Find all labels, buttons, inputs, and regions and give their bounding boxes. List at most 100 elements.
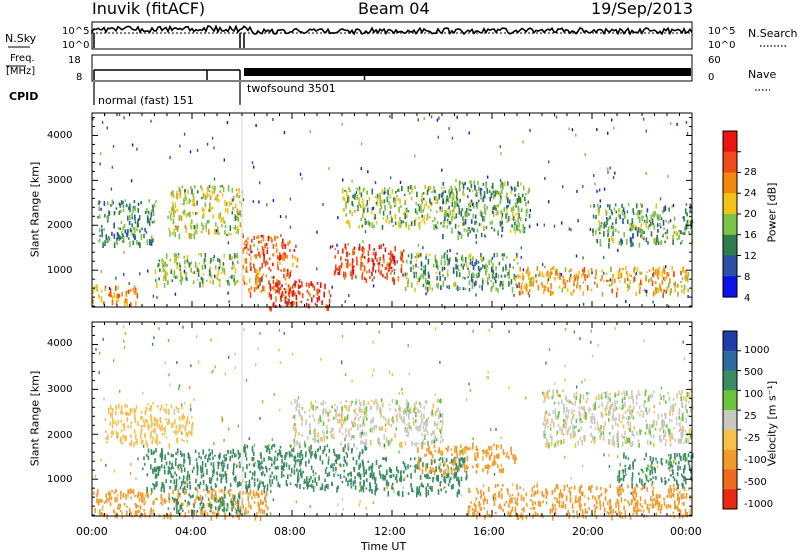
power-sparse-cell <box>169 156 171 159</box>
velocity-cell-r0 <box>196 490 199 494</box>
power-cell-r8 <box>516 284 518 289</box>
power-cell-r7 <box>384 187 386 194</box>
power-cell-r0 <box>124 298 127 304</box>
velocity-cell-r4 <box>264 445 267 448</box>
velocity-cell-r5 <box>359 406 361 412</box>
velocity-cell-r3 <box>219 497 222 504</box>
velocity-cell-r4 <box>324 478 326 483</box>
velocity-cell-r8 <box>608 499 611 503</box>
power-cell-r3 <box>190 225 192 230</box>
power-cell-r2 <box>230 257 233 261</box>
velocity-cell-r1 <box>123 422 126 429</box>
power-cell-r10 <box>550 268 552 273</box>
power-cell-r10 <box>657 276 659 280</box>
velocity-cell-r2 <box>225 479 228 484</box>
velocity-cell-r7 <box>454 448 456 454</box>
velocity-cell-r6 <box>371 475 374 480</box>
power-cell-r9 <box>525 201 527 207</box>
power-cell-r7 <box>446 220 449 224</box>
power-cell-r10 <box>584 278 587 281</box>
power-cell-r6 <box>383 258 385 264</box>
velocity-cell-r4 <box>299 461 301 467</box>
velocity-cell-r5 <box>350 435 353 441</box>
velocity-cell-r5 <box>310 401 312 406</box>
velocity-cell-r2 <box>152 468 154 475</box>
power-cell-r2 <box>176 275 178 279</box>
velocity-cell-r9 <box>660 396 662 400</box>
velocity-cell-r4 <box>299 484 301 489</box>
velocity-cell-r1 <box>142 419 145 423</box>
velocity-cell-r2 <box>194 487 197 491</box>
velocity-cell-r8 <box>667 503 670 508</box>
velocity-cell-r1 <box>109 404 112 410</box>
velocity-cell-r2 <box>158 466 161 472</box>
power-cell-r1 <box>103 201 106 206</box>
power-cell-r6 <box>358 245 361 251</box>
velocity-cell-r8 <box>675 505 677 510</box>
velocity-cell-r5 <box>387 440 390 446</box>
power-cell-r5 <box>287 298 289 302</box>
power-cell-r10 <box>558 285 561 289</box>
velocity-cell-r5 <box>344 437 346 441</box>
velocity-cell-r4 <box>310 465 313 470</box>
power-cell-r6 <box>402 249 405 253</box>
velocity-cell-r1 <box>125 435 128 441</box>
velocity-cell-r5 <box>362 399 365 405</box>
power-cell-r11 <box>624 214 626 219</box>
velocity-cell-r5 <box>299 443 301 449</box>
power-cell-r10 <box>517 274 519 279</box>
power-cell-r11 <box>659 226 662 229</box>
velocity-cell-r6 <box>434 459 436 464</box>
power-cell-r9 <box>497 210 499 216</box>
velocity-cell-r5 <box>365 411 368 417</box>
power-cell-r2 <box>175 253 178 260</box>
velocity-cell-r4 <box>303 479 306 482</box>
velocity-cell-r8 <box>639 496 642 500</box>
power-cell-r9 <box>483 206 486 209</box>
power-sparse-cell <box>607 131 609 135</box>
power-cell-r3 <box>178 187 181 192</box>
velocity-cell-r2 <box>204 455 206 460</box>
power-cell-r7 <box>349 209 351 214</box>
power-cell-r8 <box>502 280 504 283</box>
velocity-cell-r6 <box>391 485 393 490</box>
velocity-cell-r5 <box>354 416 357 420</box>
velocity-cell-r1 <box>140 428 143 432</box>
velocity-cell-r1 <box>152 436 154 440</box>
power-cell-r8 <box>436 276 438 281</box>
velocity-cell-r7 <box>502 451 505 456</box>
power-cell-r10 <box>662 292 664 298</box>
velocity-cell-r5 <box>362 418 365 425</box>
power-cell-r6 <box>393 269 396 272</box>
power-cell-r10 <box>633 268 635 273</box>
power-cell-r7 <box>414 208 417 214</box>
velocity-cell-r6 <box>427 490 430 496</box>
velocity-cell-r1 <box>144 435 147 439</box>
velocity-cell-r2 <box>175 458 177 461</box>
power-cell-r7 <box>358 186 361 192</box>
velocity-cell-r8 <box>474 506 477 513</box>
velocity-cell-r7 <box>506 452 508 455</box>
velocity-cell-r4 <box>337 474 339 477</box>
power-cell-r9 <box>443 220 445 224</box>
velocity-cell-r8 <box>644 499 647 505</box>
power-cell-r9 <box>502 185 504 190</box>
velocity-cell-r7 <box>484 464 487 470</box>
power-cell-r8 <box>477 260 480 264</box>
velocity-cell-r0 <box>169 515 172 520</box>
power-cell-r10 <box>669 290 672 296</box>
velocity-cell-r0 <box>200 508 202 515</box>
power-cell-r1 <box>133 227 136 234</box>
velocity-cell-r5 <box>439 410 441 415</box>
power-cell-r9 <box>442 181 445 186</box>
velocity-cell-r7 <box>514 459 516 465</box>
velocity-cell-r9 <box>678 412 681 416</box>
power-cell-r11 <box>683 228 686 231</box>
velocity-cell-r2 <box>182 488 185 492</box>
power-cell-r2 <box>202 273 205 276</box>
velocity-cell-r5 <box>365 431 368 436</box>
velocity-cell-r4 <box>251 449 254 453</box>
power-cell-r4 <box>283 273 285 279</box>
power-cell-r11 <box>609 215 611 220</box>
power-cell-r4 <box>294 285 296 289</box>
